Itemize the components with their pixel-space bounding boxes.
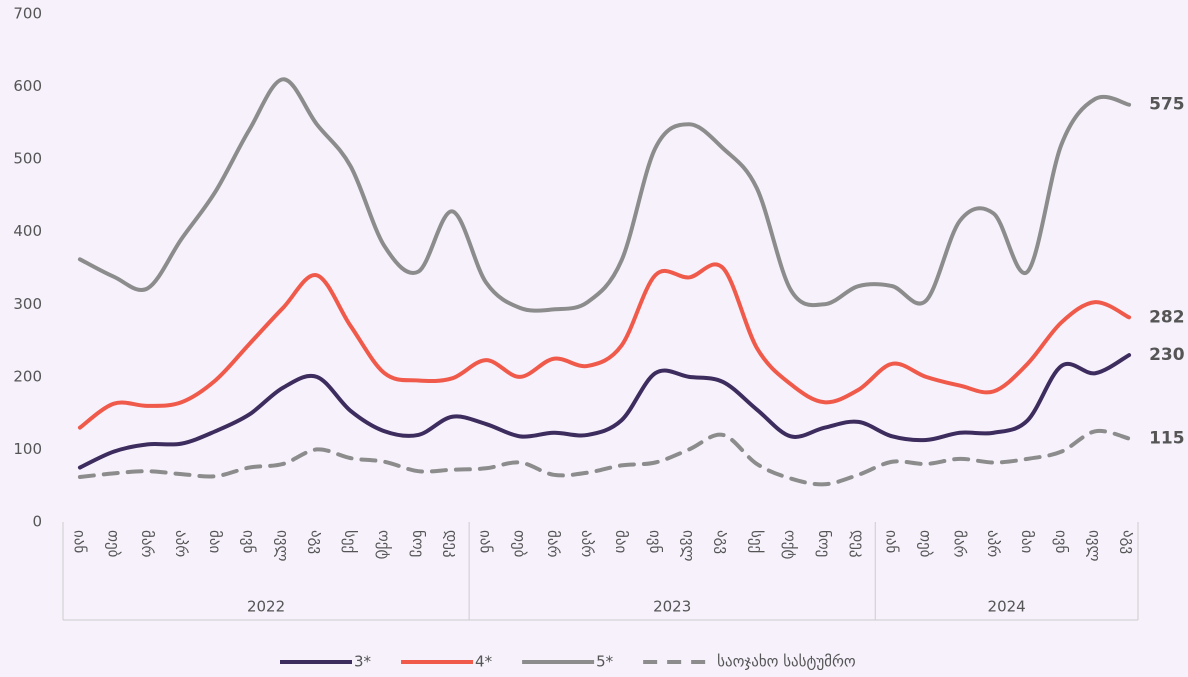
x-tick-label: ოქტ [781, 530, 799, 559]
end-label: 230 [1149, 345, 1185, 365]
legend-label: 5* [596, 653, 614, 671]
x-tick-label: აპრ [984, 530, 1002, 557]
x-tick-label: ივნ [646, 530, 664, 553]
series-line [77, 262, 1132, 430]
y-tick-label: 0 [32, 513, 42, 531]
x-tick-label: ოქტ [375, 530, 393, 559]
x-tick-label: სექ [747, 530, 765, 553]
group-label: 2024 [988, 598, 1026, 616]
y-tick-label: 300 [13, 295, 42, 313]
series-line [77, 77, 1132, 313]
x-tick-label: ივნ [1052, 530, 1070, 553]
legend-label: საოჯახო სასტუმრო [717, 653, 856, 671]
x-tick-label: ივლ [273, 530, 291, 561]
x-tick-label: დეკ [443, 530, 461, 558]
y-tick-label: 500 [13, 150, 42, 168]
x-tick-label: ივნ [240, 530, 258, 553]
x-tick-label: აგვ [713, 530, 731, 554]
group-label: 2023 [653, 598, 691, 616]
x-tick-label: მარ [138, 530, 156, 557]
x-tick-label: სექ [341, 530, 359, 553]
y-tick-label: 200 [13, 367, 42, 385]
x-tick-label: თებ [510, 530, 528, 558]
x-tick-label: აპრ [578, 530, 596, 557]
x-tick-label: ივლ [1086, 530, 1104, 561]
end-label: 282 [1149, 307, 1185, 327]
x-tick-label: მაი [612, 530, 630, 553]
x-tick-label: აგვ [1120, 530, 1138, 554]
x-tick-label: იან [477, 530, 495, 553]
end-label: 115 [1149, 429, 1185, 449]
legend-label: 3* [354, 653, 372, 671]
group-label: 2022 [247, 598, 285, 616]
x-tick-label: თებ [917, 530, 935, 558]
x-tick-label: აგვ [307, 530, 325, 554]
x-tick-label: მაი [1018, 530, 1036, 553]
x-tick-label: ნოე [409, 530, 427, 557]
end-label: 575 [1149, 95, 1185, 115]
x-tick-label: იან [70, 530, 88, 553]
x-tick-label: მარ [950, 530, 968, 557]
x-tick-label: ივლ [680, 530, 698, 561]
y-tick-label: 600 [13, 77, 42, 95]
y-tick-label: 400 [13, 222, 42, 240]
y-tick-label: 100 [13, 440, 42, 458]
x-tick-label: იან [883, 530, 901, 553]
x-tick-label: თებ [104, 530, 122, 558]
series-line [77, 428, 1132, 487]
x-tick-label: მაი [206, 530, 224, 553]
y-tick-label: 700 [13, 5, 42, 23]
series-line [77, 353, 1132, 470]
x-tick-label: ნოე [815, 530, 833, 557]
x-tick-label: მარ [544, 530, 562, 557]
x-tick-label: დეკ [849, 530, 867, 558]
legend-label: 4* [475, 653, 493, 671]
x-tick-label: აპრ [172, 530, 190, 557]
